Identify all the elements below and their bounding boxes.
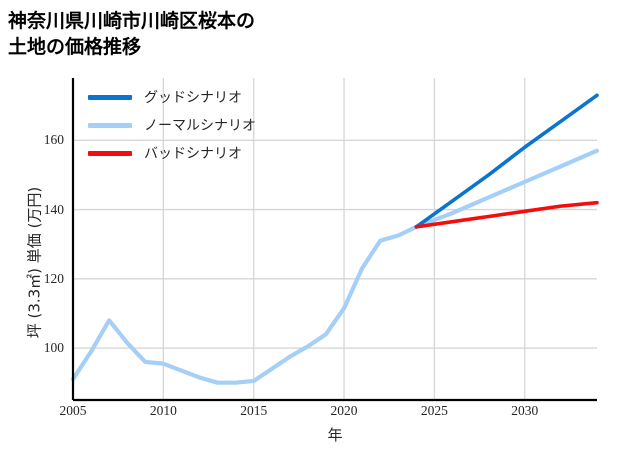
series-line-good — [414, 93, 599, 229]
page-title: 神奈川県川崎市川崎区桜本の 土地の価格推移 — [8, 10, 256, 58]
x-tick-label: 2015 — [240, 403, 268, 418]
gridlines — [72, 78, 597, 400]
legend-label-bad: バッドシナリオ — [144, 146, 242, 162]
legend-label-normal: ノーマルシナリオ — [144, 118, 256, 134]
legend-swatch-normal — [88, 122, 132, 128]
x-tick-label: 2005 — [59, 403, 87, 418]
axis-spines — [71, 78, 597, 402]
x-axis-label: 年 — [327, 426, 343, 444]
series-line-normal — [70, 148, 600, 385]
legend-item-bad[interactable]: バッドシナリオ — [88, 144, 256, 162]
x-tick-label: 2025 — [420, 403, 448, 418]
y-tick-label: 140 — [43, 201, 64, 217]
x-tick-label: 2010 — [149, 403, 177, 418]
legend-label-good: グッドシナリオ — [144, 90, 242, 106]
x-tick-label: 2030 — [511, 403, 539, 418]
series-lines — [70, 93, 600, 385]
legend-item-normal[interactable]: ノーマルシナリオ — [88, 116, 256, 134]
series-line-bad — [414, 200, 599, 229]
y-axis-label: 坪 (3.3㎡) 単価 (万円) — [25, 186, 44, 339]
chart-legend: グッドシナリオ ノーマルシナリオ バッドシナリオ — [88, 88, 256, 162]
y-tick-label: 100 — [43, 340, 64, 356]
legend-swatch-bad — [88, 150, 132, 156]
x-tick-label: 2020 — [330, 403, 358, 418]
y-tick-label: 160 — [43, 132, 64, 148]
legend-swatch-good — [88, 94, 132, 100]
legend-item-good[interactable]: グッドシナリオ — [88, 88, 256, 106]
y-tick-label: 120 — [43, 270, 64, 286]
